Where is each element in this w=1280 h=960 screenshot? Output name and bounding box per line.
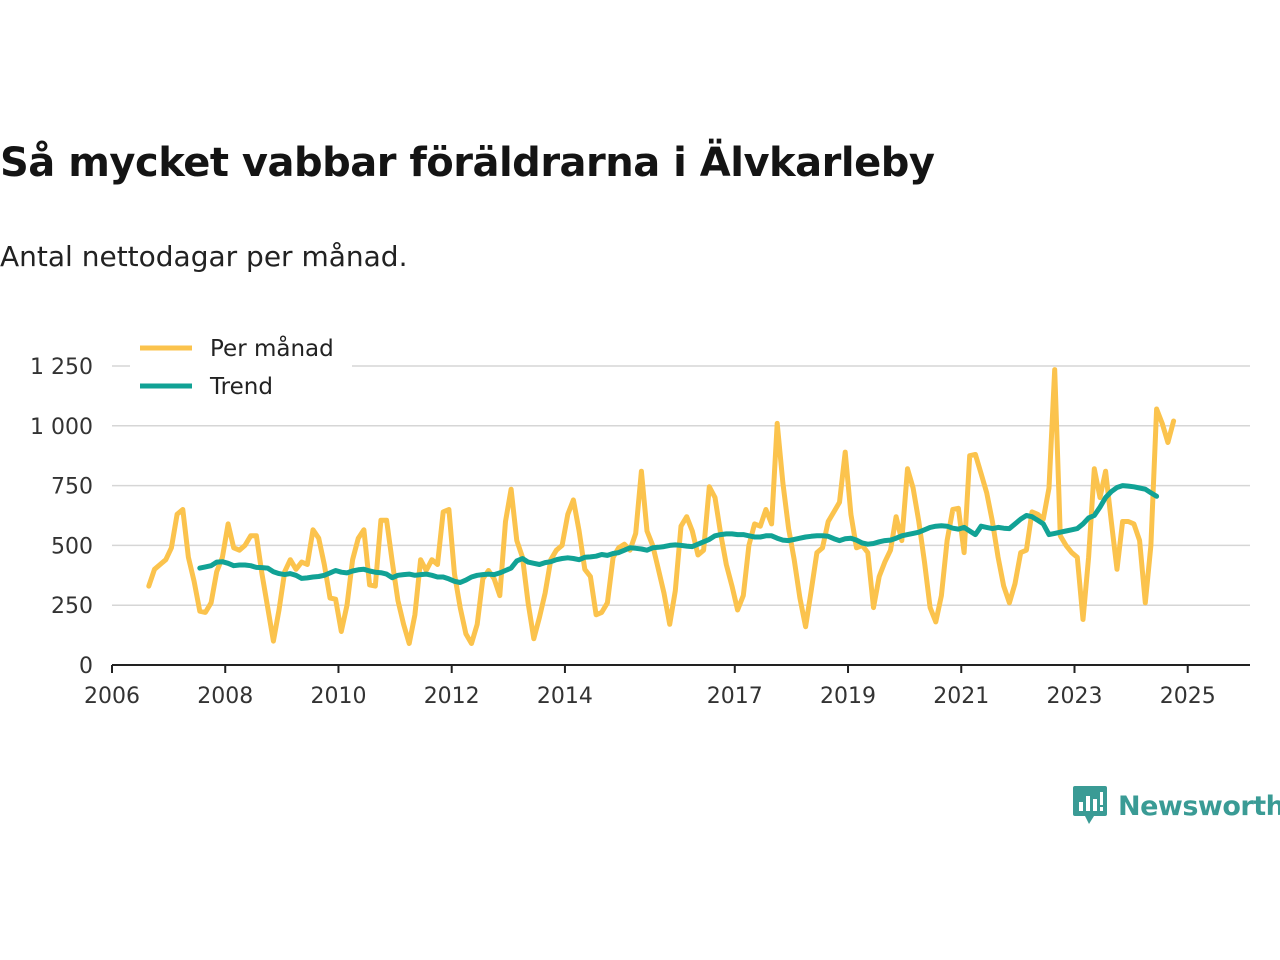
newsworthy-brand: Newsworthy	[1072, 784, 1280, 828]
brand-name: Newsworthy	[1118, 790, 1280, 822]
legend-label: Trend	[209, 374, 273, 400]
x-axis: 2006 2008 2010 2012 2014 2017 2019 2021 2023 2025	[84, 664, 1250, 709]
y-tick-label: 0	[79, 654, 93, 679]
chart-title: Så mycket vabbar föräldrarna i Älvkarleb…	[0, 140, 935, 186]
series-layer	[146, 367, 1177, 646]
series-line-trend	[197, 483, 1160, 585]
x-tick-label: 2023	[1046, 684, 1102, 709]
x-tick-label: 2025	[1160, 684, 1216, 709]
x-tick-label: 2012	[424, 684, 480, 709]
legend: Per månad Trend	[130, 330, 352, 408]
x-tick-label: 2021	[933, 684, 989, 709]
x-tick-label: 2010	[310, 684, 366, 709]
x-tick-label: 2017	[707, 684, 763, 709]
y-tick-label: 750	[51, 475, 93, 500]
x-tick-label: 2019	[820, 684, 876, 709]
legend-label: Per månad	[210, 334, 334, 362]
y-tick-label: 1 000	[30, 415, 93, 440]
chart-subtitle: Antal nettodagar per månad.	[0, 240, 408, 273]
newsworthy-logo-icon	[1073, 786, 1107, 824]
series-line-per-manad	[146, 367, 1177, 646]
x-tick-label: 2006	[84, 684, 140, 709]
y-tick-label: 500	[51, 534, 93, 559]
y-axis: 0 250 500 750 1 000 1 250	[30, 355, 93, 679]
line-chart: 0 250 500 750 1 000 1 250 2006 2008 2010 2012 201…	[30, 330, 1250, 709]
x-tick-label: 2008	[197, 684, 253, 709]
x-tick-label: 2014	[537, 684, 593, 709]
legend-background	[130, 330, 352, 408]
y-tick-label: 250	[51, 594, 93, 619]
y-tick-label: 1 250	[30, 355, 93, 380]
